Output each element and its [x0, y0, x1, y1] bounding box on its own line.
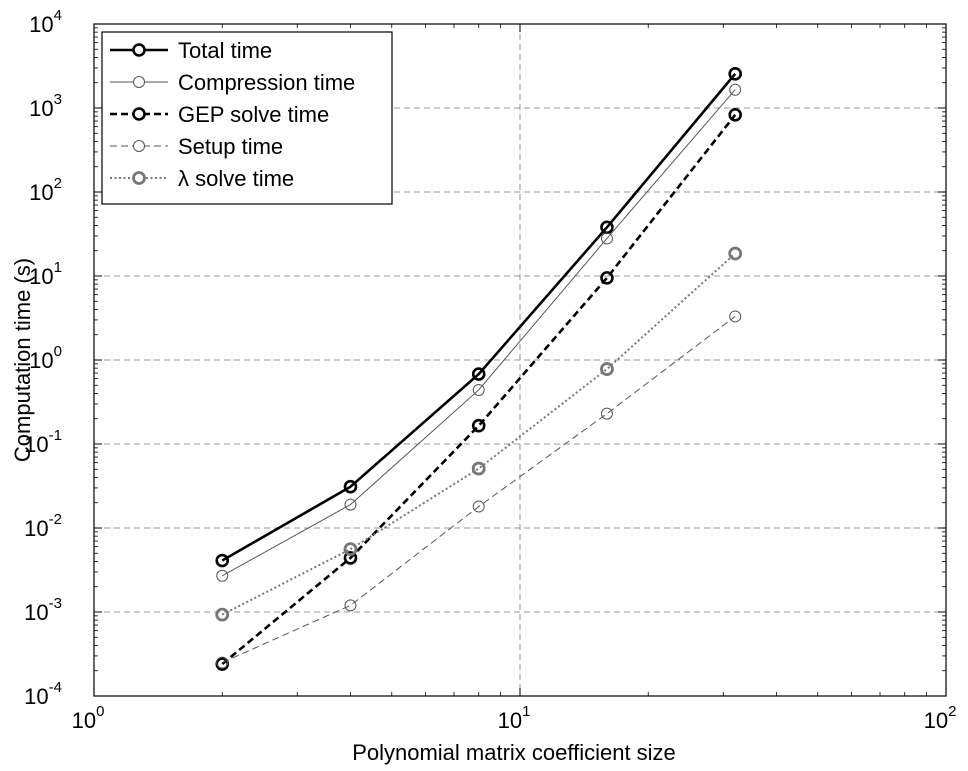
series-1-point [344, 498, 357, 511]
series-2-line [221, 113, 737, 666]
x-tick-exponent: 0 [96, 703, 104, 720]
series-3 [216, 310, 742, 669]
series-0-point [728, 67, 742, 81]
series-0-point [471, 367, 486, 381]
series-1-point [216, 569, 229, 582]
series-4-point [471, 461, 486, 476]
series-3-point [216, 656, 229, 669]
x-tick-base: 10 [924, 708, 948, 733]
series-0-point [215, 553, 230, 568]
legend-item: Total time [110, 38, 272, 63]
x-axis-title: Polynomial matrix coefficient size [352, 740, 676, 765]
series-0-line [221, 73, 737, 562]
legend-label: λ solve time [178, 166, 294, 191]
legend-marker [132, 171, 146, 185]
legend-marker [133, 140, 145, 152]
legend-marker [132, 43, 146, 57]
y-tick-exponent: -1 [49, 427, 62, 444]
x-tick-base: 10 [498, 708, 522, 733]
legend-item: λ solve time [110, 166, 294, 191]
y-tick-base: 10 [29, 180, 53, 205]
legend: Total time Compression time GEP solve time… [101, 31, 393, 205]
legend-label: GEP solve time [178, 102, 329, 127]
y-tick-label: 102 [29, 175, 62, 205]
y-tick-exponent: 3 [54, 91, 62, 108]
series-2-point [728, 107, 742, 122]
series-3-point [344, 599, 357, 612]
series-1-point [472, 383, 485, 396]
series-2-point [343, 551, 358, 565]
x-tick-label: 100 [72, 703, 105, 733]
y-tick-exponent: 4 [54, 7, 62, 24]
y-tick-base: 10 [29, 264, 53, 289]
series-1 [216, 83, 742, 582]
series-1-line [221, 89, 736, 577]
x-tick-base: 10 [72, 708, 96, 733]
legend-label: Total time [178, 38, 272, 63]
legend-label: Compression time [178, 70, 355, 95]
series-4-line [221, 252, 736, 616]
y-tick-exponent: 1 [54, 259, 62, 276]
y-tick-label: 103 [29, 91, 62, 121]
legend-item: GEP solve time [110, 102, 329, 127]
legend-item: Compression time [110, 70, 355, 95]
series-2-point [471, 418, 486, 433]
y-tick-label: 101 [29, 259, 62, 289]
series-3-line [222, 316, 736, 664]
series-3-point [729, 310, 742, 323]
series-3-point [472, 500, 485, 513]
y-axis-title: Computation time (s) [10, 258, 35, 462]
series-3-point [600, 407, 613, 420]
y-tick-exponent: -2 [49, 511, 62, 528]
y-tick-label: 10-3 [24, 595, 62, 625]
y-tick-base: 10 [24, 432, 48, 457]
y-tick-label: 10-1 [24, 427, 62, 457]
series-4-point [600, 362, 614, 376]
y-tick-base: 10 [24, 516, 48, 541]
x-tick-label: 102 [924, 703, 957, 733]
series-1-point [729, 83, 742, 96]
y-tick-exponent: -4 [49, 679, 62, 696]
series-4-point [728, 246, 743, 261]
y-tick-label: 10-2 [24, 511, 62, 541]
legend-marker [133, 76, 145, 88]
y-tick-base: 10 [24, 684, 48, 709]
series-group [215, 67, 743, 671]
y-tick-base: 10 [29, 12, 53, 37]
y-tick-label: 100 [29, 343, 62, 373]
grid [94, 24, 946, 696]
y-tick-base: 10 [24, 600, 48, 625]
legend-box [101, 31, 393, 205]
y-tick-label: 10-4 [24, 679, 62, 709]
series-4-point [215, 607, 230, 622]
series-4 [215, 246, 743, 622]
x-tick-label: 101 [498, 703, 531, 733]
y-tick-exponent: 0 [54, 343, 62, 360]
y-tick-base: 10 [29, 96, 53, 121]
series-4-point [343, 542, 358, 557]
series-0-point [343, 479, 358, 494]
y-tick-exponent: 2 [54, 175, 62, 192]
y-tick-base: 10 [29, 348, 53, 373]
series-2-point [600, 271, 614, 285]
y-tick-label: 104 [29, 7, 62, 37]
y-tick-exponent: -3 [49, 595, 62, 612]
x-tick-exponent: 1 [522, 703, 530, 720]
series-1-point [600, 232, 613, 245]
x-tick-exponent: 2 [948, 703, 956, 720]
legend-label: Setup time [178, 134, 283, 159]
legend-item: Setup time [110, 134, 283, 159]
legend-marker [132, 107, 146, 121]
